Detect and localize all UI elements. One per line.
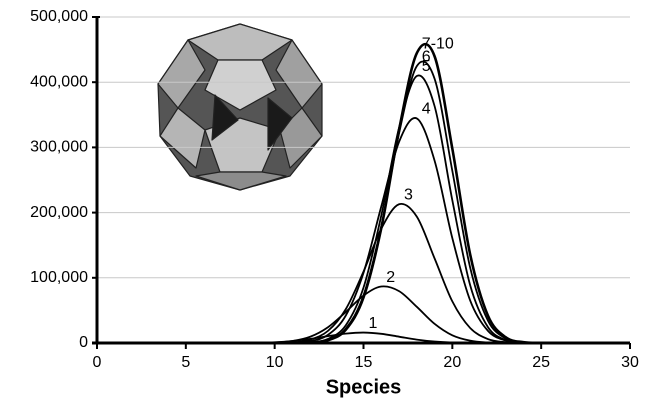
icosahedron-illustration (157, 23, 323, 191)
curve-label: 6 (422, 48, 431, 65)
curve-label: 7-10 (422, 35, 454, 52)
y-tick-label: 0 (79, 334, 88, 351)
curve (256, 285, 559, 344)
y-tick-label: 400,000 (30, 73, 88, 90)
x-tick-label: 25 (532, 354, 550, 371)
x-tick-label: 20 (443, 354, 461, 371)
x-tick-label: 15 (355, 354, 373, 371)
curve-label: 2 (386, 269, 395, 286)
x-axis-title: Species (326, 376, 402, 398)
curve-label: 3 (404, 186, 413, 203)
x-tick-label: 5 (181, 354, 190, 371)
curve-label: 5 (422, 58, 431, 75)
curve-label: 1 (369, 315, 378, 332)
x-tick-label: 10 (266, 354, 284, 371)
curve (256, 202, 559, 344)
y-tick-label: 100,000 (30, 269, 88, 286)
y-tick-label: 200,000 (30, 204, 88, 221)
x-tick-label: 0 (93, 354, 102, 371)
y-tick-label: 300,000 (30, 139, 88, 156)
curve (256, 42, 559, 345)
y-tick-label: 500,000 (30, 8, 88, 25)
x-tick-label: 30 (621, 354, 639, 371)
curve-label: 4 (422, 101, 431, 118)
